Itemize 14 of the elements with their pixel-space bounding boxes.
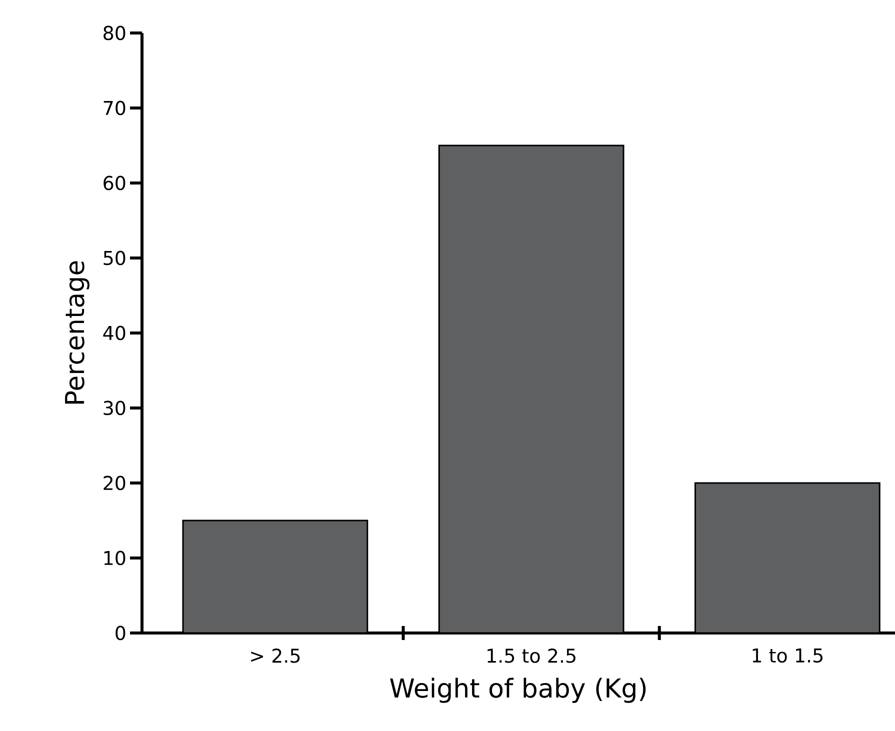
y-tick-label: 80 <box>104 26 126 40</box>
y-tick-label: 40 <box>103 326 126 340</box>
y-tick-label: 20 <box>104 476 126 490</box>
y-tick-label: 70 <box>104 100 126 116</box>
x-tick-label: 1.5 to 2.5 <box>488 648 576 663</box>
y-tick-label: 60 <box>104 176 126 190</box>
y-tick-label: 0 <box>116 626 126 640</box>
y-tick-label: 10 <box>104 550 126 566</box>
x-tick-label: > 2.5 <box>251 648 300 663</box>
y-tick-label: 30 <box>104 400 126 416</box>
x-axis-title: Weight of baby (Kg) <box>390 678 646 703</box>
x-tick-label: 1 to 1.5 <box>752 648 822 663</box>
y-tick-label: 50 <box>104 250 126 266</box>
y-axis-title: Percentage <box>65 261 90 404</box>
